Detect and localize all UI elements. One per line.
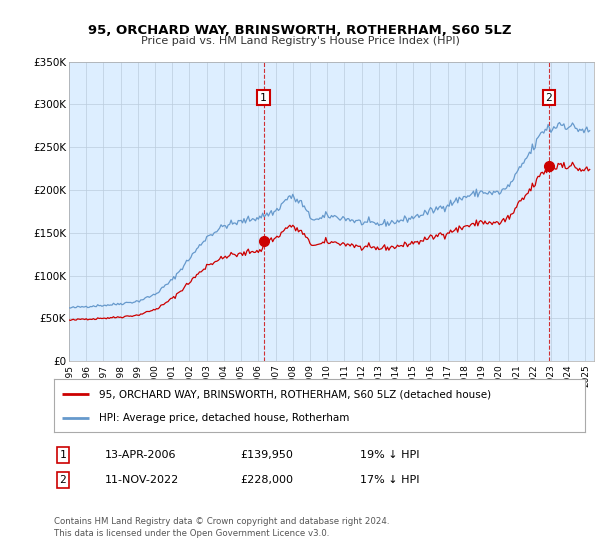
Text: £139,950: £139,950 xyxy=(240,450,293,460)
Text: 11-NOV-2022: 11-NOV-2022 xyxy=(105,475,179,485)
Text: 17% ↓ HPI: 17% ↓ HPI xyxy=(360,475,419,485)
Text: Contains HM Land Registry data © Crown copyright and database right 2024.
This d: Contains HM Land Registry data © Crown c… xyxy=(54,517,389,538)
Text: £228,000: £228,000 xyxy=(240,475,293,485)
Text: HPI: Average price, detached house, Rotherham: HPI: Average price, detached house, Roth… xyxy=(99,413,350,423)
Text: 1: 1 xyxy=(59,450,67,460)
Text: 19% ↓ HPI: 19% ↓ HPI xyxy=(360,450,419,460)
Text: 95, ORCHARD WAY, BRINSWORTH, ROTHERHAM, S60 5LZ (detached house): 95, ORCHARD WAY, BRINSWORTH, ROTHERHAM, … xyxy=(99,389,491,399)
Text: 13-APR-2006: 13-APR-2006 xyxy=(105,450,176,460)
Text: 95, ORCHARD WAY, BRINSWORTH, ROTHERHAM, S60 5LZ: 95, ORCHARD WAY, BRINSWORTH, ROTHERHAM, … xyxy=(88,24,512,37)
Text: 1: 1 xyxy=(260,92,267,102)
Text: 2: 2 xyxy=(545,92,552,102)
Text: Price paid vs. HM Land Registry's House Price Index (HPI): Price paid vs. HM Land Registry's House … xyxy=(140,36,460,46)
Text: 2: 2 xyxy=(59,475,67,485)
